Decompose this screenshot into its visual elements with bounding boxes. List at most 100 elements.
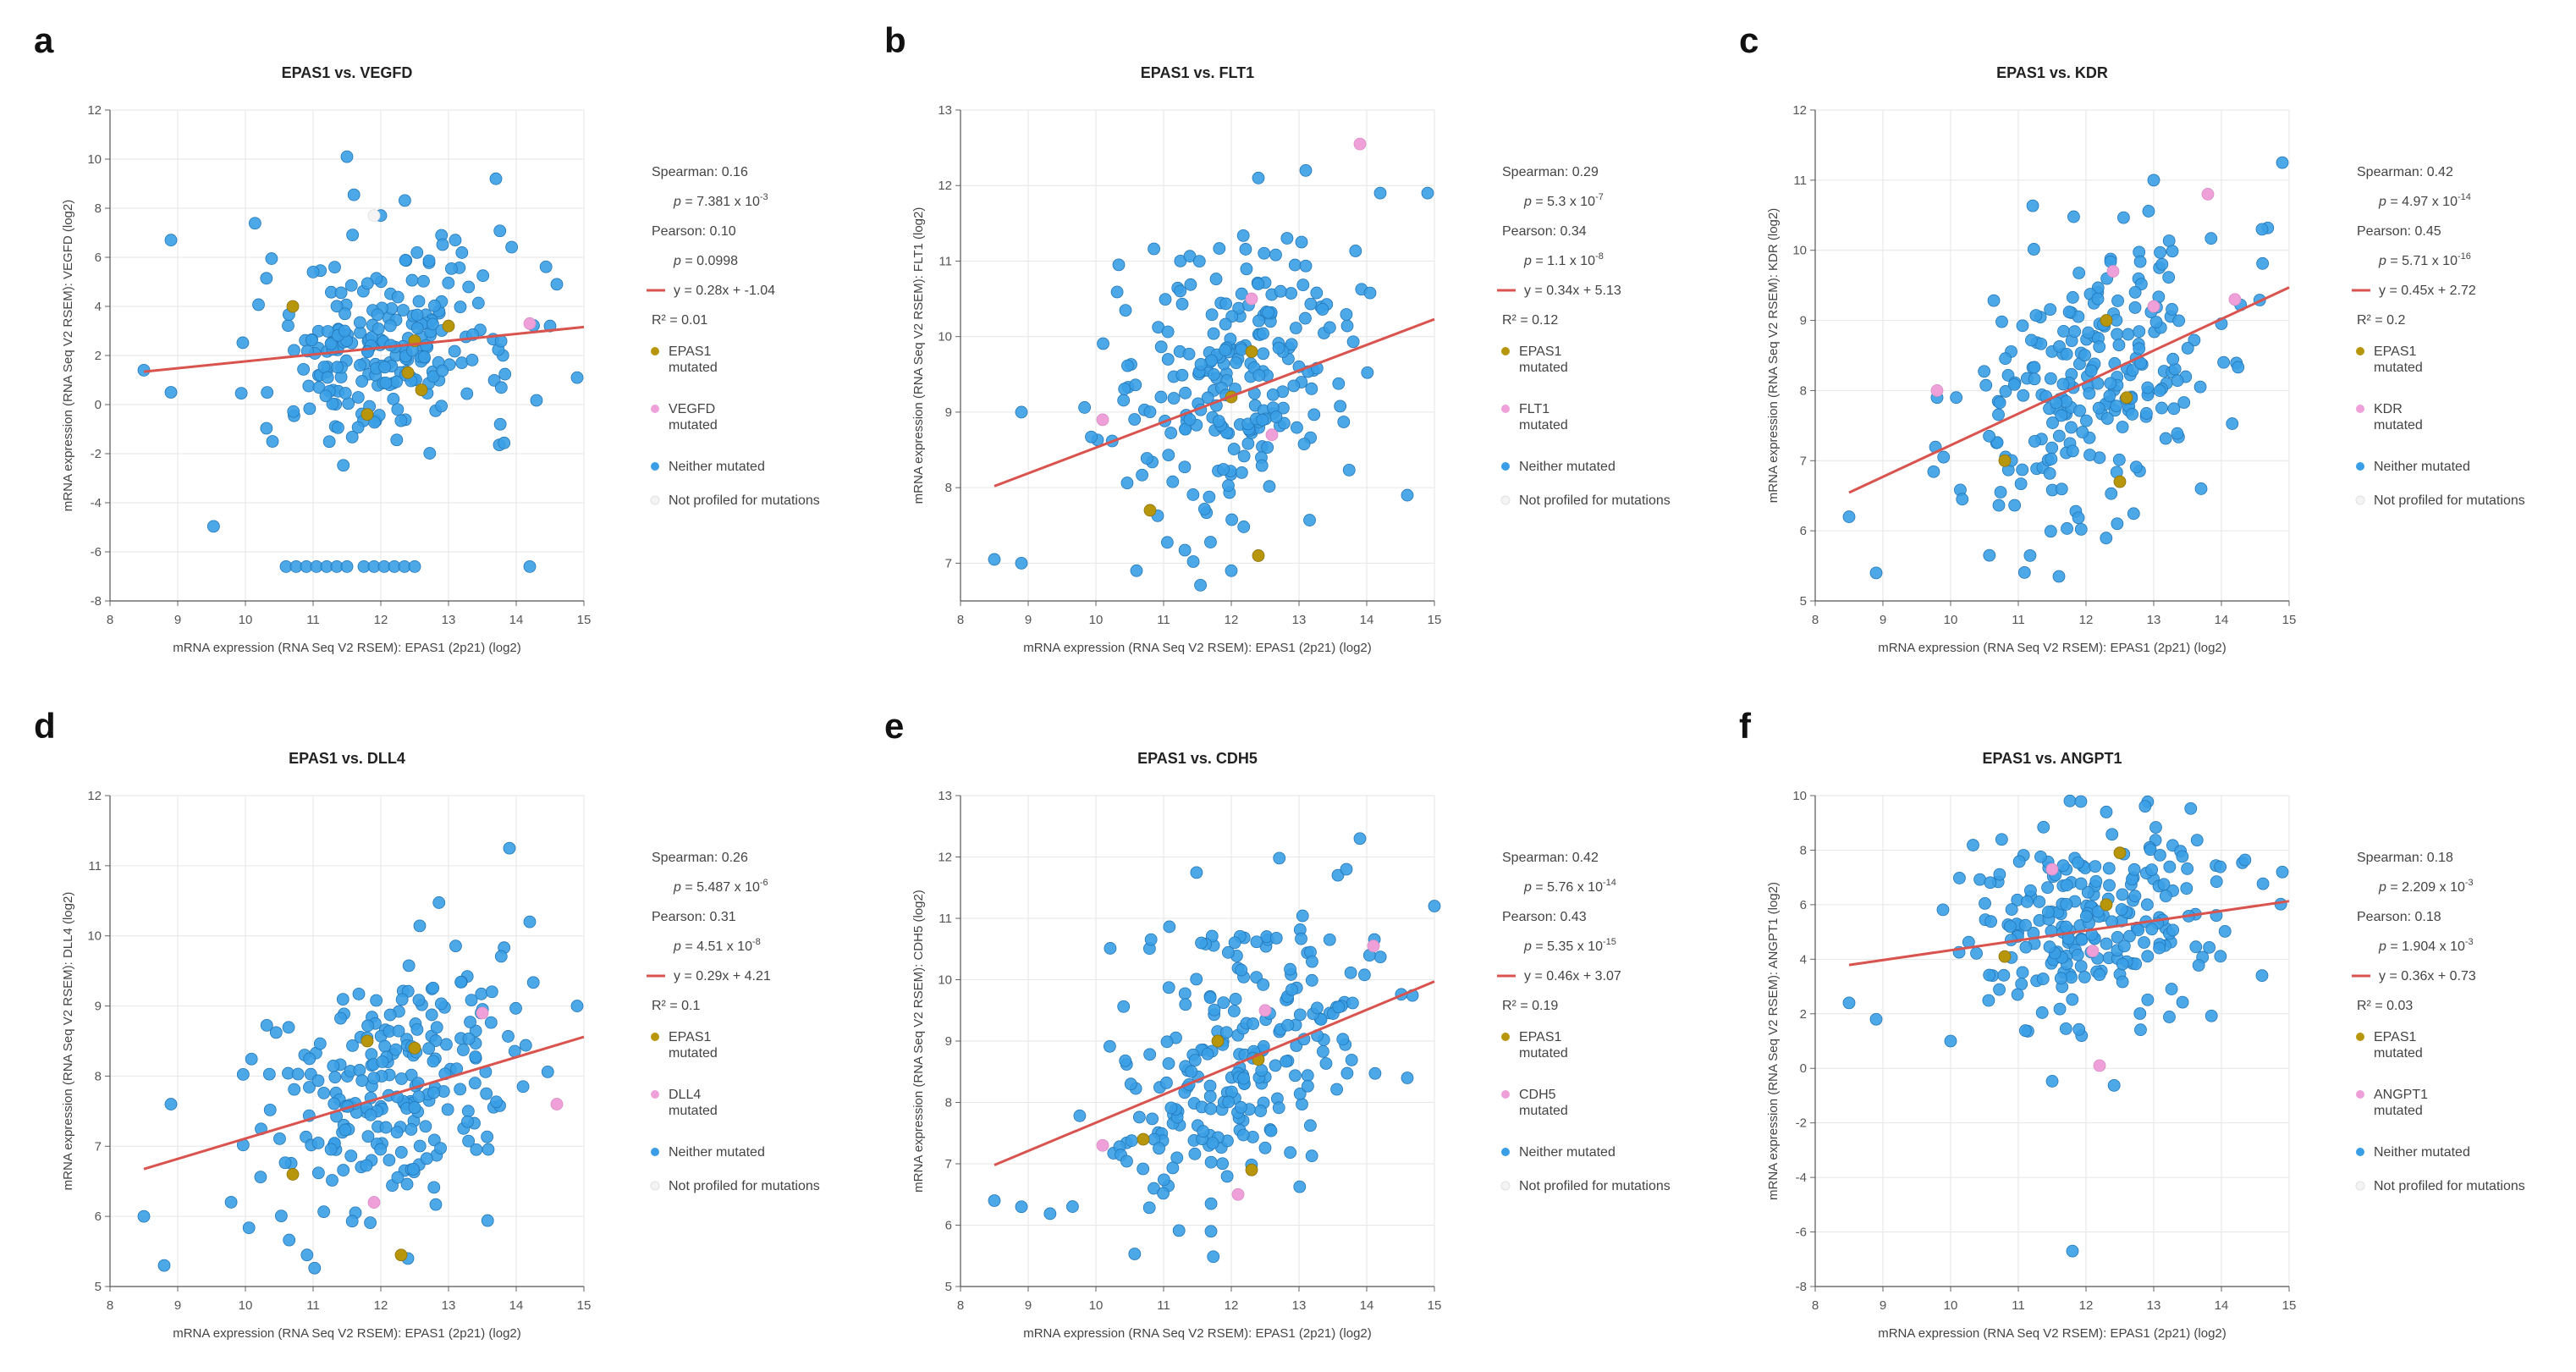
data-point-neither-mutated [1291,421,1303,434]
x-tick-label: 15 [2282,1298,2297,1313]
data-point-neither-mutated [1204,1155,1218,1169]
y-tick-label: 10 [87,152,102,167]
data-point-neither-mutated [490,1095,503,1109]
data-point-neither-mutated [1121,359,1134,372]
y-tick-label: 9 [95,1000,102,1014]
data-point-neither-mutated [419,1120,432,1133]
stat-line: R² = 0.03 [2357,999,2413,1013]
data-point-epas1-mutated [401,366,415,379]
x-tick-label: 8 [107,1298,113,1313]
data-point-neither-mutated [2043,466,2056,480]
data-point-neither-mutated [480,1087,493,1100]
data-point-neither-mutated [352,987,366,1000]
data-point-neither-mutated [485,985,498,999]
data-point-neither-mutated [1956,493,1969,506]
data-point-neither-mutated [1213,242,1226,255]
data-point-neither-mutated [336,993,350,1006]
data-point-neither-mutated [297,362,311,376]
data-point-neither-mutated [464,1016,476,1028]
data-point-neither-mutated [302,379,316,393]
stat-line: R² = 0.2 [2357,313,2405,328]
data-point-neither-mutated [387,393,400,405]
data-point-neither-mutated [410,308,424,322]
data-point-neither-mutated [390,375,403,388]
data-point-neither-mutated [461,1115,474,1128]
data-point-neither-mutated [413,919,427,933]
legend-epas1-label: mutated [2374,361,2423,375]
data-point-neither-mutated [1015,1200,1028,1214]
data-point-neither-mutated [368,416,381,429]
data-point-neither-mutated [2015,978,2028,991]
y-tick-label: 10 [87,929,102,944]
data-point-neither-mutated [1258,1141,1272,1154]
data-point-neither-mutated [1421,186,1434,200]
data-point-neither-mutated [1119,1054,1132,1067]
data-point-neither-mutated [2084,364,2098,377]
stat-line: y = 0.34x + 5.13 [1524,284,1621,298]
y-tick-label: 10 [938,973,952,988]
data-point-neither-mutated [1299,311,1312,325]
data-point-neither-mutated [248,217,261,230]
data-point-neither-mutated [2276,156,2289,169]
data-point-neither-mutated [1154,340,1168,354]
data-point-neither-mutated [367,1072,381,1085]
data-point-neither-mutated [1305,1149,1318,1163]
data-point-epas1-mutated [1143,504,1157,517]
data-point-neither-mutated [2117,939,2131,953]
data-point-neither-mutated [2214,860,2227,873]
data-point-neither-mutated [2153,941,2166,955]
data-point-neither-mutated [2167,402,2181,416]
data-point-neither-mutated [2112,339,2126,352]
legend-neither-marker [651,1148,659,1156]
legend-neither-label: Neither mutated [669,460,765,474]
data-point-neither-mutated [287,405,300,418]
data-point-neither-mutated [2159,890,2172,902]
data-point-neither-mutated [303,402,316,416]
data-point-epas1-mutated [408,1041,421,1055]
y-axis-label: mRNA expression (RNA Seq V2 RSEM): FLT1 … [911,207,926,504]
data-point-neither-mutated [2093,968,2106,982]
data-point-epas1-mutated [286,300,300,313]
data-point-neither-mutated [266,435,279,448]
data-point-neither-mutated [2073,404,2086,417]
y-tick-label: 12 [938,851,952,865]
data-point-neither-mutated [462,1134,476,1148]
data-point-neither-mutated [1201,1047,1214,1061]
data-point-neither-mutated [570,371,584,384]
data-point-neither-mutated [1125,1134,1138,1148]
data-point-neither-mutated [2116,888,2129,901]
data-point-neither-mutated [334,1011,347,1025]
data-point-neither-mutated [319,389,333,403]
data-point-neither-mutated [1175,297,1189,311]
data-point-neither-mutated [1178,460,1192,474]
data-point-neither-mutated [2060,920,2072,934]
panel-e: e EPAS1 vs. CDH5 8 9 10 11 12 13 14 15 5 6 7 8 9 10 11 12… [884,706,1671,1341]
data-point-epas1-mutated [442,319,455,333]
data-point-neither-mutated [2163,860,2177,873]
stat-line: p = 5.71 x 10-16 [2378,251,2471,268]
data-point-neither-mutated [1146,1112,1159,1126]
y-tick-label: 11 [938,254,952,268]
stat-line: y = 0.45x + 2.72 [2379,284,2476,298]
data-point-neither-mutated [2075,933,2089,946]
data-point-neither-mutated [300,1248,314,1262]
data-point-neither-mutated [313,1037,327,1050]
data-point-neither-mutated [2017,565,2031,579]
legend-partner-label: mutated [2374,1104,2423,1118]
stat-line: Pearson: 0.18 [2357,910,2441,924]
data-point-neither-mutated [2128,300,2142,314]
y-tick-label: 9 [945,405,952,420]
data-point-neither-mutated [306,265,320,278]
data-point-neither-mutated [389,1043,403,1056]
data-point-neither-mutated [1247,1017,1260,1030]
data-point-neither-mutated [422,1042,436,1055]
data-point-neither-mutated [1203,1079,1217,1093]
legend-not-profiled-label: Not profiled for mutations [669,1179,820,1193]
data-point-neither-mutated [2166,923,2180,937]
data-point-neither-mutated [541,1065,554,1078]
data-point-neither-mutated [1999,352,2012,366]
data-point-neither-mutated [2166,245,2179,258]
data-point-neither-mutated [425,1008,438,1022]
data-point-neither-mutated [2027,243,2040,256]
y-tick-label: 5 [95,1280,102,1294]
